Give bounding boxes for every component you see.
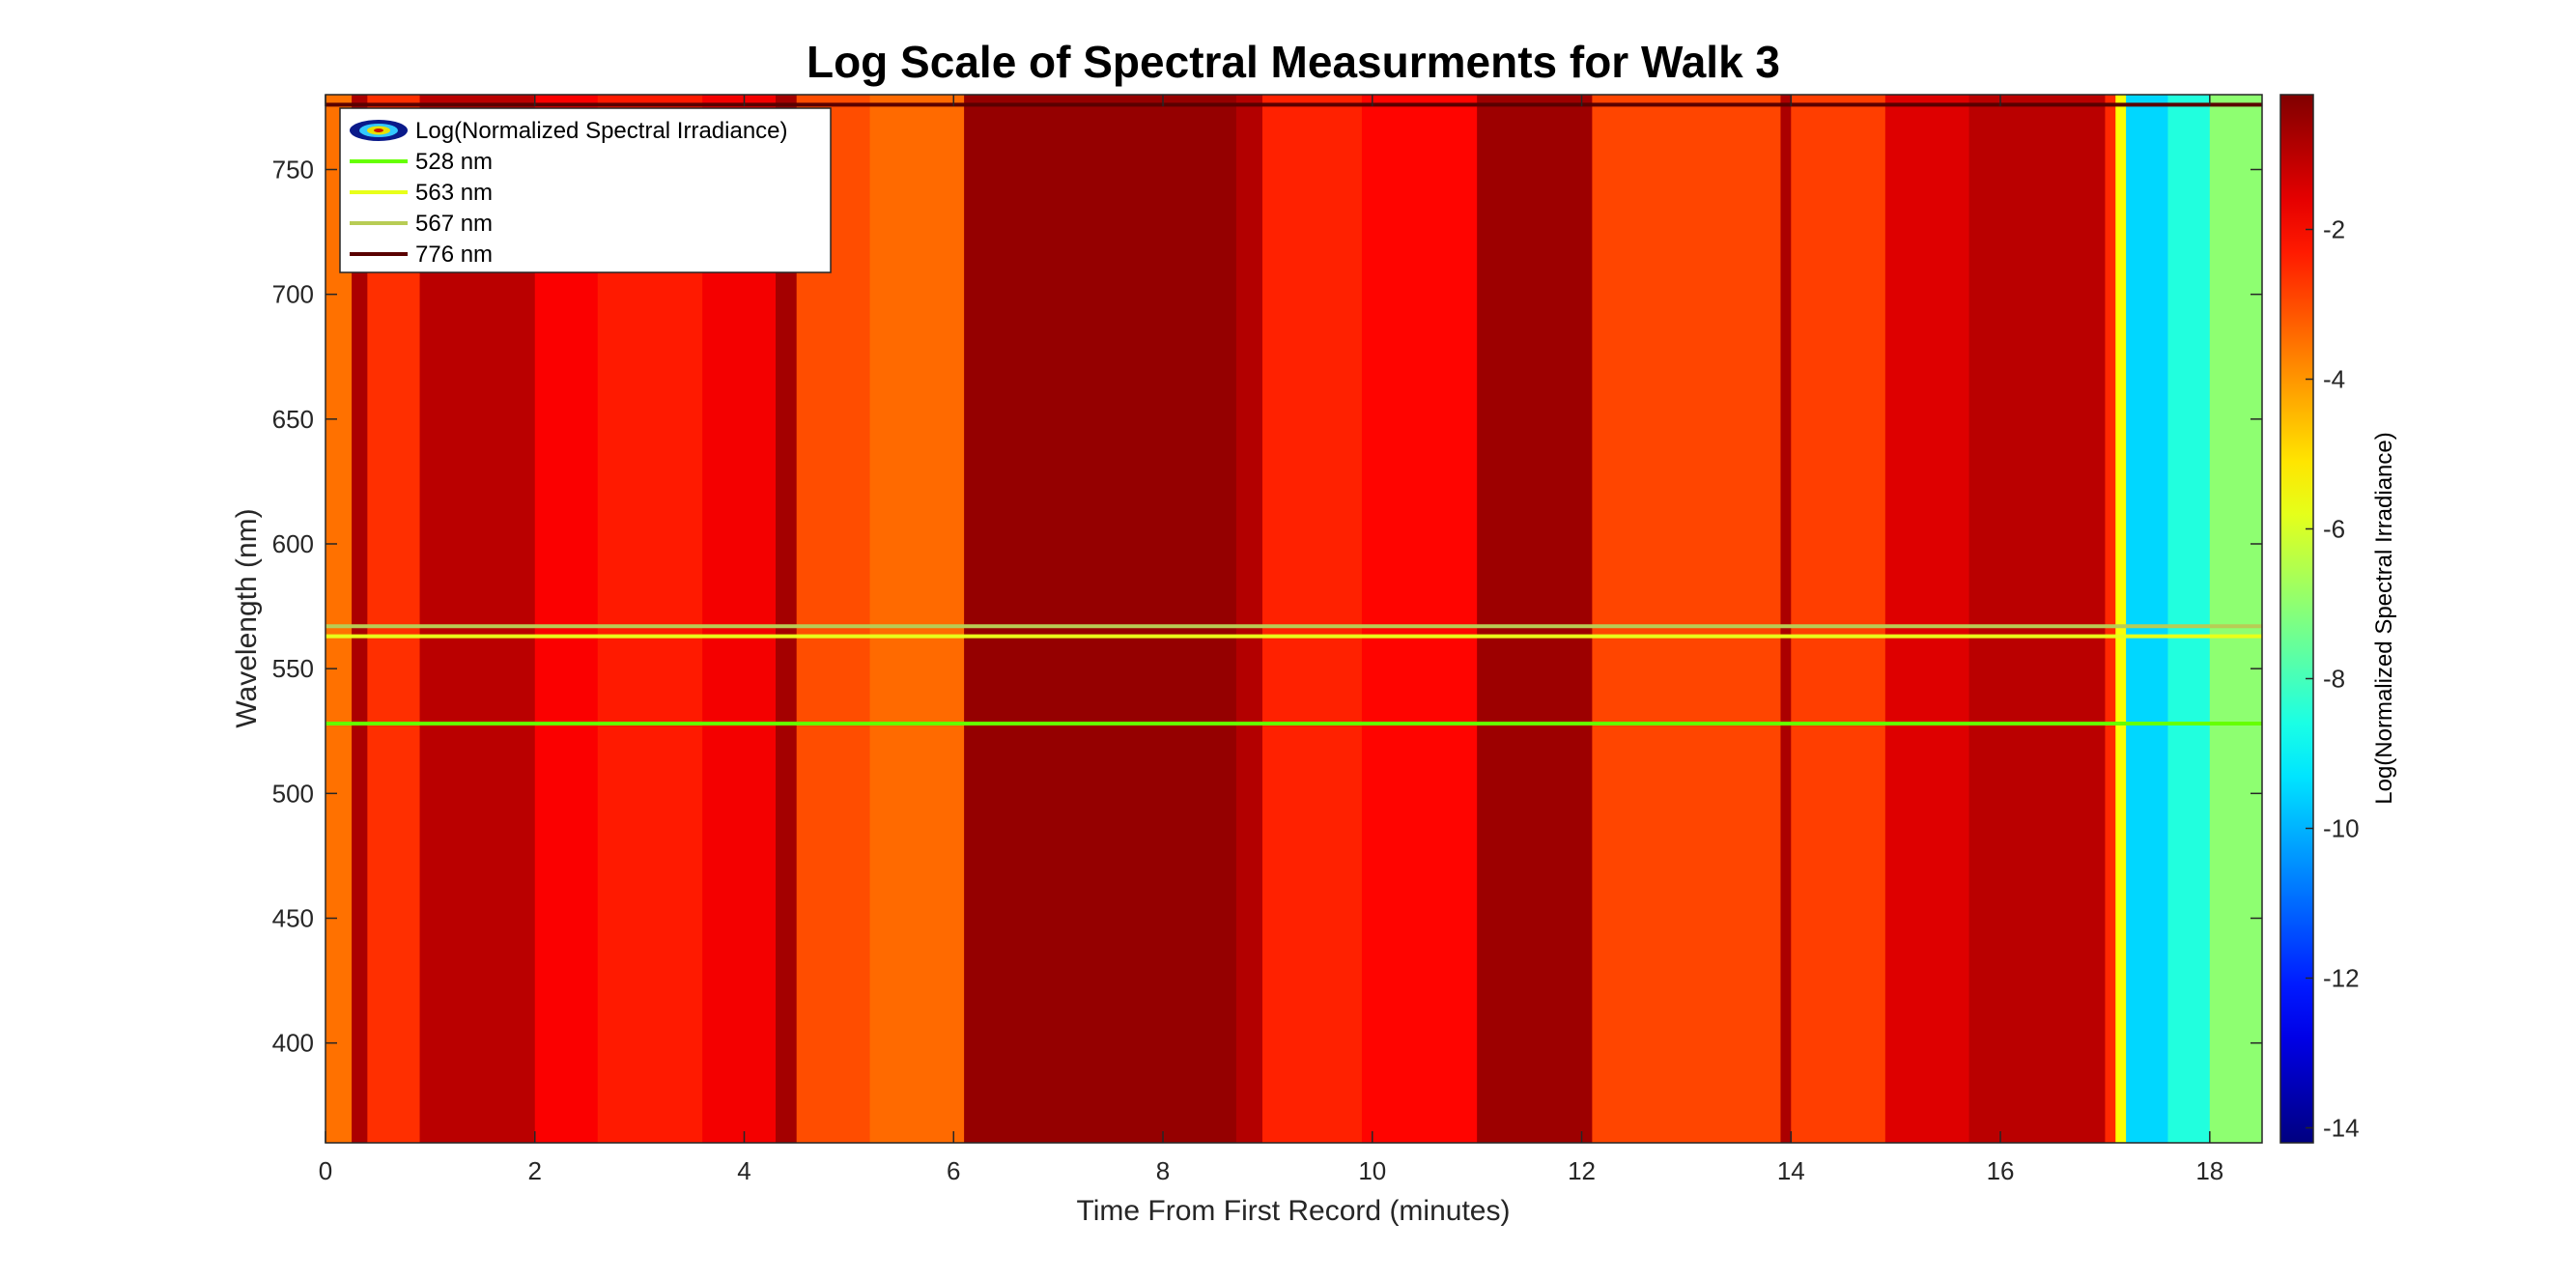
heatmap-band	[1261, 95, 1363, 1143]
heatmap-band	[2105, 95, 2116, 1143]
heatmap-band	[1780, 95, 1792, 1143]
x-tick-label: 2	[528, 1156, 542, 1185]
legend-entry-label: 528 nm	[415, 149, 493, 175]
heatmap-band	[869, 95, 965, 1143]
heatmap-band	[776, 95, 798, 1143]
heatmap-band	[1791, 95, 1886, 1143]
y-axis-ticks: 400 450 500 550 600 650 700 750	[272, 156, 2262, 1058]
heatmap-band	[1235, 95, 1263, 1143]
x-tick-label: 18	[2195, 1156, 2223, 1185]
y-tick-label: 650	[272, 405, 314, 434]
colorbar	[2279, 94, 2314, 1144]
legend-entry-label: 563 nm	[415, 180, 493, 206]
colorbar-tick-label: -14	[2323, 1114, 2360, 1143]
wavelength-lines	[326, 102, 2262, 725]
colorbar-tick-label: -6	[2323, 515, 2345, 544]
y-tick-label: 600	[272, 529, 314, 558]
x-tick-label: 8	[1156, 1156, 1170, 1185]
x-tick-label: 14	[1777, 1156, 1805, 1185]
heatmap-band	[964, 95, 1237, 1143]
heatmap-band	[2167, 95, 2211, 1143]
y-tick-label: 450	[272, 904, 314, 933]
x-tick-label: 12	[1568, 1156, 1596, 1185]
heatmap-band	[1884, 95, 1970, 1143]
heatmap-band	[1361, 95, 1478, 1143]
legend-entry-label: 567 nm	[415, 211, 493, 237]
plot-frame	[325, 94, 2263, 1144]
colorbar-tick-label: -8	[2323, 665, 2345, 694]
heatmap-band	[1477, 95, 1593, 1143]
heatmap-band	[2115, 95, 2127, 1143]
y-tick-label: 500	[272, 779, 314, 808]
x-axis-ticks: 0 2 4 6 8 10 12 14 16 18	[319, 95, 2223, 1185]
y-tick-label: 700	[272, 280, 314, 309]
y-tick-label: 750	[272, 156, 314, 185]
x-tick-label: 0	[319, 1156, 332, 1185]
legend-contour-icon-core	[374, 128, 383, 132]
y-tick-label: 550	[272, 654, 314, 683]
heatmap-band	[2209, 95, 2262, 1143]
colorbar-tick-label: -4	[2323, 365, 2345, 394]
x-tick-label: 4	[737, 1156, 750, 1185]
y-axis-label: Wavelength (nm)	[231, 508, 263, 727]
legend: Log(Normalized Spectral Irradiance) 528 n…	[339, 107, 832, 273]
heatmap-band	[1968, 95, 2107, 1143]
x-tick-label: 10	[1358, 1156, 1386, 1185]
y-tick-label: 400	[272, 1029, 314, 1058]
chart-title: Log Scale of Spectral Measurments for Wa…	[807, 37, 1780, 87]
colorbar-tick-label: -2	[2323, 215, 2345, 244]
x-tick-label: 6	[947, 1156, 960, 1185]
colorbar-tick-label: -12	[2323, 964, 2360, 993]
x-tick-label: 16	[1987, 1156, 2015, 1185]
colorbar-ticks: -2 -4 -6 -8 -10 -12 -14	[2306, 215, 2360, 1143]
heatmap-band	[2126, 95, 2169, 1143]
x-axis-label: Time From First Record (minutes)	[1077, 1195, 1511, 1227]
heatmap-band	[1592, 95, 1782, 1143]
colorbar-tick-label: -10	[2323, 814, 2360, 843]
legend-entry-label: 776 nm	[415, 242, 493, 268]
legend-entry-label: Log(Normalized Spectral Irradiance)	[415, 118, 788, 144]
colorbar-label: Log(Normalized Spectral Irradiance)	[2371, 432, 2397, 805]
heatmap-band	[352, 95, 368, 1143]
legend-box	[339, 107, 832, 273]
